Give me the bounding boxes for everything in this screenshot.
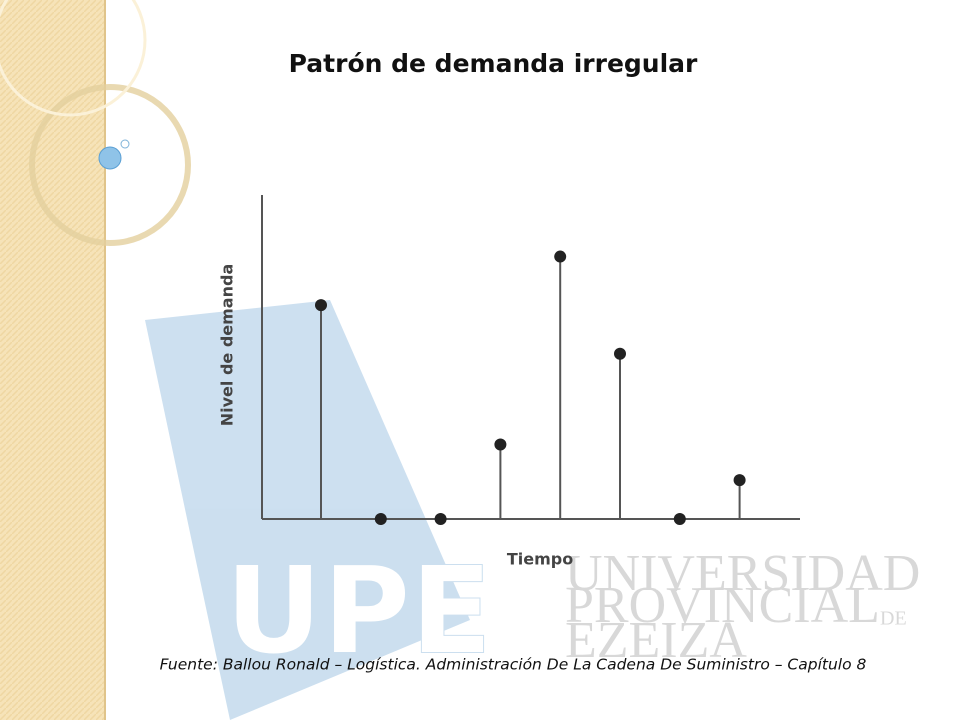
deco-ring: [29, 84, 191, 246]
deco-ring: [0, 0, 147, 117]
point: [315, 299, 327, 312]
chart-title: Patrón de demanda irregular: [289, 49, 698, 78]
point: [673, 513, 686, 525]
watermark-text: PROVINCIAL: [565, 577, 880, 634]
point: [614, 347, 626, 360]
watermark: UPE UNIVERSIDAD PROVINCIAL DE EZEIZA: [145, 300, 920, 720]
side-panel: [0, 0, 105, 720]
watermark-text: UNIVERSIDAD: [565, 545, 920, 602]
watermark-text: UPE: [225, 543, 492, 682]
watermark-text: EZEIZA: [565, 612, 747, 669]
deco-dot: [98, 146, 122, 170]
y-axis-label: Nivel de demanda: [218, 264, 237, 427]
point: [554, 250, 567, 263]
x-axis-label: Tiempo: [507, 550, 573, 569]
watermark-text: DE: [880, 608, 907, 630]
deco-dot: [120, 139, 130, 149]
point: [733, 474, 746, 487]
watermark-shape: [145, 300, 470, 720]
point: [434, 513, 447, 525]
point: [374, 513, 387, 525]
source-note: Fuente: Ballou Ronald – Logística. Admin…: [160, 656, 867, 674]
point: [494, 438, 507, 451]
